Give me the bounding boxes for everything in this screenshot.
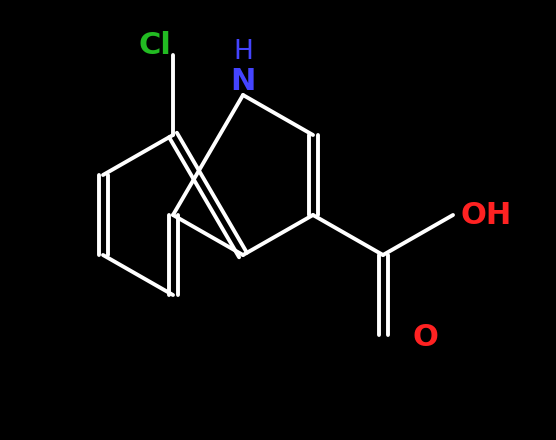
Text: O: O [413, 323, 439, 352]
Text: Cl: Cl [138, 30, 171, 59]
Text: H: H [233, 39, 253, 65]
Text: OH: OH [460, 201, 512, 230]
Text: N: N [230, 67, 256, 96]
